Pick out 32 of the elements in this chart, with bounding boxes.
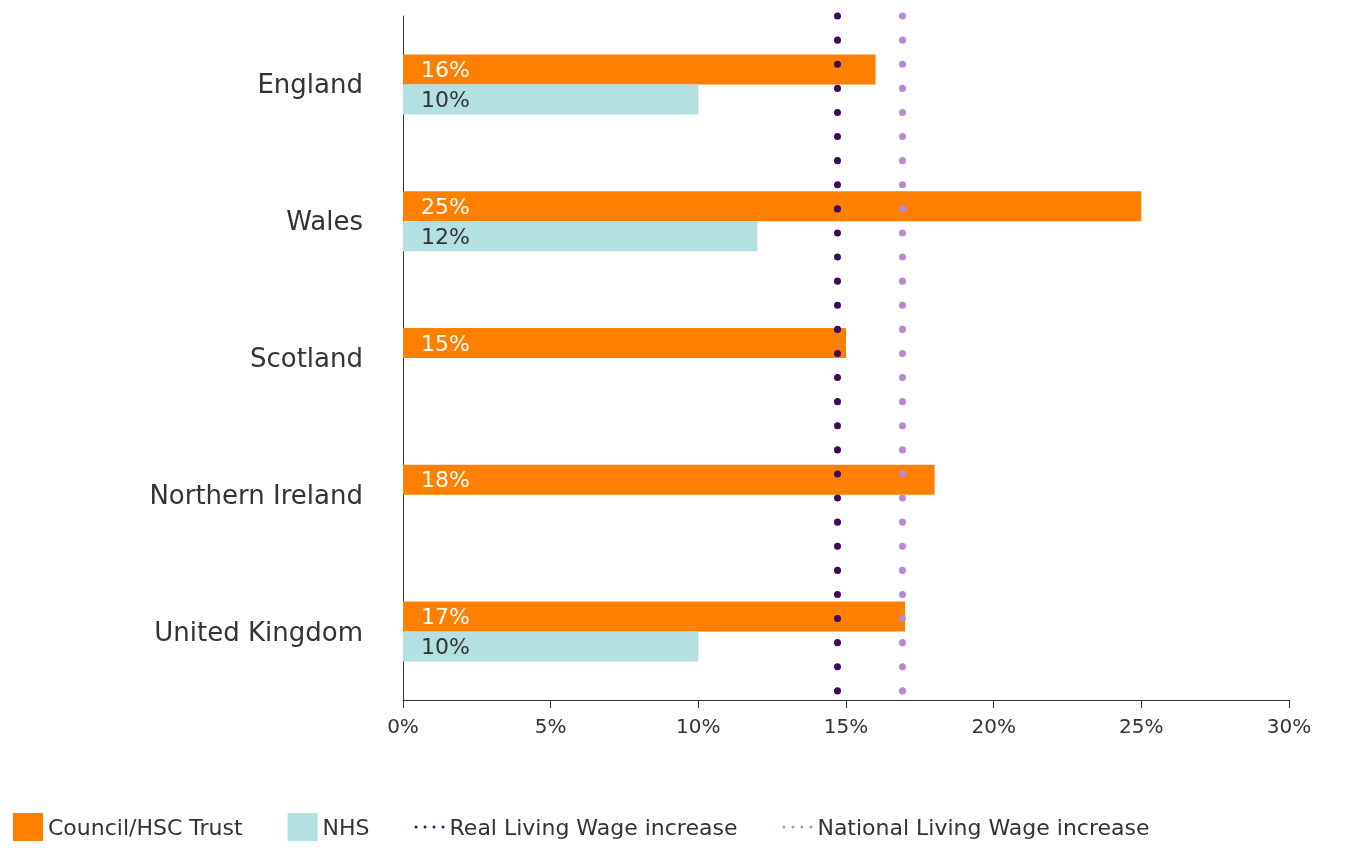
bar <box>403 54 876 85</box>
x-tick-label: 25% <box>1119 714 1164 738</box>
data-label: 10% <box>421 86 470 112</box>
data-label: 15% <box>421 330 470 356</box>
x-tick-label: 10% <box>676 714 721 738</box>
y-tick-label: Wales <box>286 206 363 237</box>
bar <box>403 328 846 358</box>
x-tick-label: 5% <box>534 714 567 738</box>
x-tick-label: 0% <box>387 714 419 738</box>
legend-label: NHS <box>322 814 370 840</box>
bar <box>403 221 758 252</box>
bar <box>403 464 935 495</box>
data-label: 17% <box>421 604 470 630</box>
legend-label: Council/HSC Trust <box>48 814 243 840</box>
legend-label: Real Living Wage increase <box>449 814 738 840</box>
data-label: 12% <box>421 223 470 249</box>
bar <box>403 631 699 662</box>
bar <box>403 84 699 115</box>
x-tick-label: 30% <box>1266 714 1312 738</box>
data-label: 25% <box>421 193 470 219</box>
bar <box>403 191 1142 222</box>
y-tick-label: Scotland <box>249 343 363 373</box>
x-tick-label: 20% <box>971 714 1016 738</box>
y-tick-label: United Kingdom <box>154 616 363 647</box>
data-label: 18% <box>421 467 470 493</box>
y-tick-label: Northern Ireland <box>149 479 363 510</box>
bar <box>403 601 906 632</box>
legend-label: National Living Wage increase <box>817 814 1150 840</box>
y-tick-label: England <box>257 69 363 100</box>
data-label: 10% <box>421 634 470 660</box>
x-tick-label: 15% <box>823 714 869 738</box>
data-label: 16% <box>421 56 470 82</box>
